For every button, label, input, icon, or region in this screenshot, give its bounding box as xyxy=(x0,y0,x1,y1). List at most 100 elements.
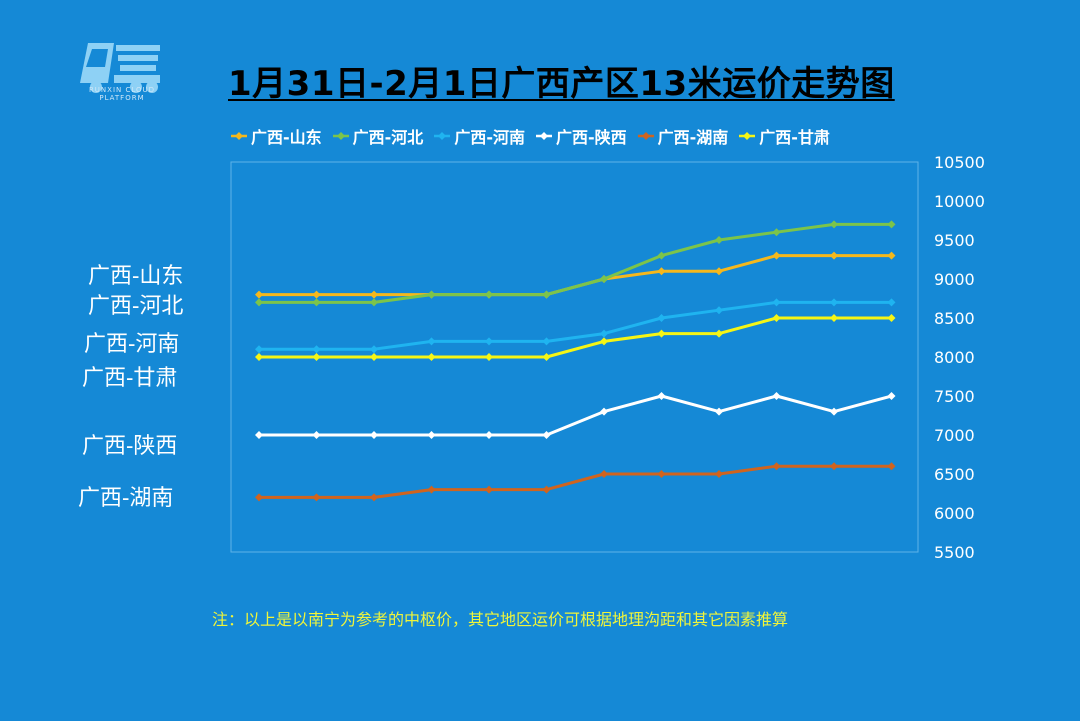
data-point xyxy=(485,485,493,494)
data-point xyxy=(427,485,436,494)
data-point xyxy=(657,470,666,478)
data-point xyxy=(370,298,378,307)
data-point xyxy=(715,470,723,478)
series-2 xyxy=(255,298,896,354)
y-tick-label: 10500 xyxy=(934,153,985,172)
y-tick-label: 9000 xyxy=(934,270,975,289)
data-point xyxy=(312,345,321,354)
data-point xyxy=(830,251,838,260)
data-point xyxy=(427,337,436,346)
data-point xyxy=(600,470,608,478)
data-point xyxy=(485,431,493,439)
data-point xyxy=(312,431,321,439)
data-point xyxy=(772,314,781,322)
legend-label: 广西-甘肃 xyxy=(759,128,830,147)
data-point xyxy=(657,267,666,276)
data-point xyxy=(427,353,436,361)
legend-marker-icon xyxy=(535,132,552,140)
legend-marker-icon xyxy=(231,132,247,140)
data-point xyxy=(370,353,378,361)
legend-item: 广西-甘肃 xyxy=(738,124,830,148)
series-4 xyxy=(255,462,896,502)
data-point xyxy=(772,298,781,307)
data-point xyxy=(887,462,896,471)
data-point xyxy=(370,493,378,502)
y-tick-label: 10000 xyxy=(934,192,985,211)
data-point xyxy=(485,353,493,361)
data-point xyxy=(715,267,723,276)
series-line xyxy=(259,464,892,499)
legend-item: 广西-湖南 xyxy=(637,124,729,148)
data-point xyxy=(255,345,263,354)
data-point xyxy=(830,407,838,416)
data-point xyxy=(772,462,781,471)
legend-marker-icon xyxy=(434,132,451,140)
legend-item: 广西-河南 xyxy=(433,124,525,148)
legend-label: 广西-湖南 xyxy=(657,128,729,147)
data-point xyxy=(255,493,263,502)
data-point xyxy=(772,228,781,237)
data-point xyxy=(715,329,723,338)
legend-item: 广西-河北 xyxy=(332,124,423,148)
data-point xyxy=(485,290,493,299)
series-line xyxy=(259,394,892,437)
data-point xyxy=(312,298,321,307)
side-label-henan: 广西-河南 xyxy=(84,332,180,357)
legend-label: 广西-山东 xyxy=(251,128,322,147)
data-point xyxy=(427,431,436,439)
legend-label: 广西-河南 xyxy=(454,128,525,147)
data-point xyxy=(657,392,666,400)
data-point xyxy=(600,275,608,283)
side-label-hebei: 广西-河北 xyxy=(88,294,184,319)
data-point xyxy=(657,251,666,260)
data-point xyxy=(312,493,321,502)
footnote: 注：以上是以南宁为参考的中枢价，其它地区运价可根据地理沟距和其它因素推算 xyxy=(212,610,789,629)
data-point xyxy=(887,251,896,260)
data-point xyxy=(542,290,551,299)
data-point xyxy=(600,407,608,416)
data-point xyxy=(255,353,263,361)
y-tick-label: 6500 xyxy=(934,465,975,484)
data-point xyxy=(312,353,321,361)
chart-title: 1月31日-2月1日广西产区13米运价走势图 xyxy=(228,64,895,104)
data-point xyxy=(715,306,723,315)
data-point xyxy=(830,462,838,471)
data-point xyxy=(600,337,608,346)
y-tick-label: 7500 xyxy=(934,387,975,406)
legend-marker-icon xyxy=(637,132,654,140)
y-tick-label: 6000 xyxy=(934,504,975,523)
data-point xyxy=(255,298,263,307)
data-point xyxy=(542,485,551,494)
data-point xyxy=(887,314,896,322)
data-point xyxy=(657,314,666,322)
data-point xyxy=(715,407,723,416)
truck-logo-icon xyxy=(80,43,160,93)
side-label-hunan: 广西-湖南 xyxy=(78,486,174,511)
data-point xyxy=(255,290,263,299)
legend-marker-icon xyxy=(332,132,349,140)
chart-legend: 广西-山东 广西-河北 广西-河南 广西-陕西 广西-湖南 广西-甘肃 xyxy=(230,124,830,148)
data-point xyxy=(830,298,838,307)
side-label-shandong: 广西-山东 xyxy=(88,264,184,289)
series-line xyxy=(259,300,892,351)
data-point xyxy=(485,337,493,346)
side-label-shaanxi: 广西-陕西 xyxy=(82,434,178,459)
y-tick-label: 9500 xyxy=(934,231,975,250)
data-point xyxy=(370,345,378,354)
data-point xyxy=(887,220,896,229)
data-point xyxy=(542,431,551,439)
data-point xyxy=(657,329,666,338)
data-point xyxy=(600,329,608,338)
series-line xyxy=(259,316,892,359)
data-point xyxy=(772,251,781,260)
data-point xyxy=(312,290,321,299)
series-line xyxy=(259,222,892,304)
logo-caption: RUNXIN CLOUD PLATFORM xyxy=(88,86,156,102)
y-tick-label: 7000 xyxy=(934,426,975,445)
data-point xyxy=(255,431,263,439)
data-point xyxy=(370,290,378,299)
y-tick-label: 8500 xyxy=(934,309,975,328)
y-tick-label: 8000 xyxy=(934,348,975,367)
data-point xyxy=(427,290,436,299)
